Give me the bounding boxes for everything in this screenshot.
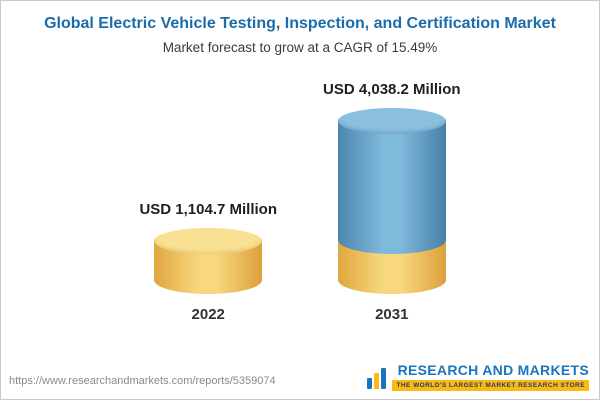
footer: https://www.researchandmarkets.com/repor… xyxy=(1,362,599,399)
bar-2022-top xyxy=(154,228,263,254)
page-title: Global Electric Vehicle Testing, Inspect… xyxy=(44,15,556,32)
bars-icon xyxy=(367,368,387,391)
bar-2031 xyxy=(337,108,446,294)
logo-text-block: RESEARCH AND MARKETS THE WORLD'S LARGEST… xyxy=(392,362,589,391)
logo-title: RESEARCH AND MARKETS xyxy=(397,362,589,378)
bar-chart: USD 1,104.7 Million 2022 USD 4,038.2 Mil… xyxy=(1,61,599,323)
bar-column-2031: USD 4,038.2 Million 2031 xyxy=(323,81,461,323)
bar-2031-top xyxy=(337,108,446,134)
logo-tagline: THE WORLD'S LARGEST MARKET RESEARCH STOR… xyxy=(392,380,589,391)
chart-header: Global Electric Vehicle Testing, Inspect… xyxy=(1,1,599,55)
value-label-2022: USD 1,104.7 Million xyxy=(139,201,277,218)
bar-2022 xyxy=(154,228,263,294)
axis-label-2022: 2022 xyxy=(191,306,225,323)
source-url: https://www.researchandmarkets.com/repor… xyxy=(9,375,276,387)
bar-2031-body xyxy=(337,121,446,254)
bar-column-2022: USD 1,104.7 Million 2022 xyxy=(139,201,277,323)
page-subtitle: Market forecast to grow at a CAGR of 15.… xyxy=(162,40,438,55)
axis-label-2031: 2031 xyxy=(375,306,409,323)
research-and-markets-logo: RESEARCH AND MARKETS THE WORLD'S LARGEST… xyxy=(367,362,589,391)
value-label-2031: USD 4,038.2 Million xyxy=(323,81,461,98)
